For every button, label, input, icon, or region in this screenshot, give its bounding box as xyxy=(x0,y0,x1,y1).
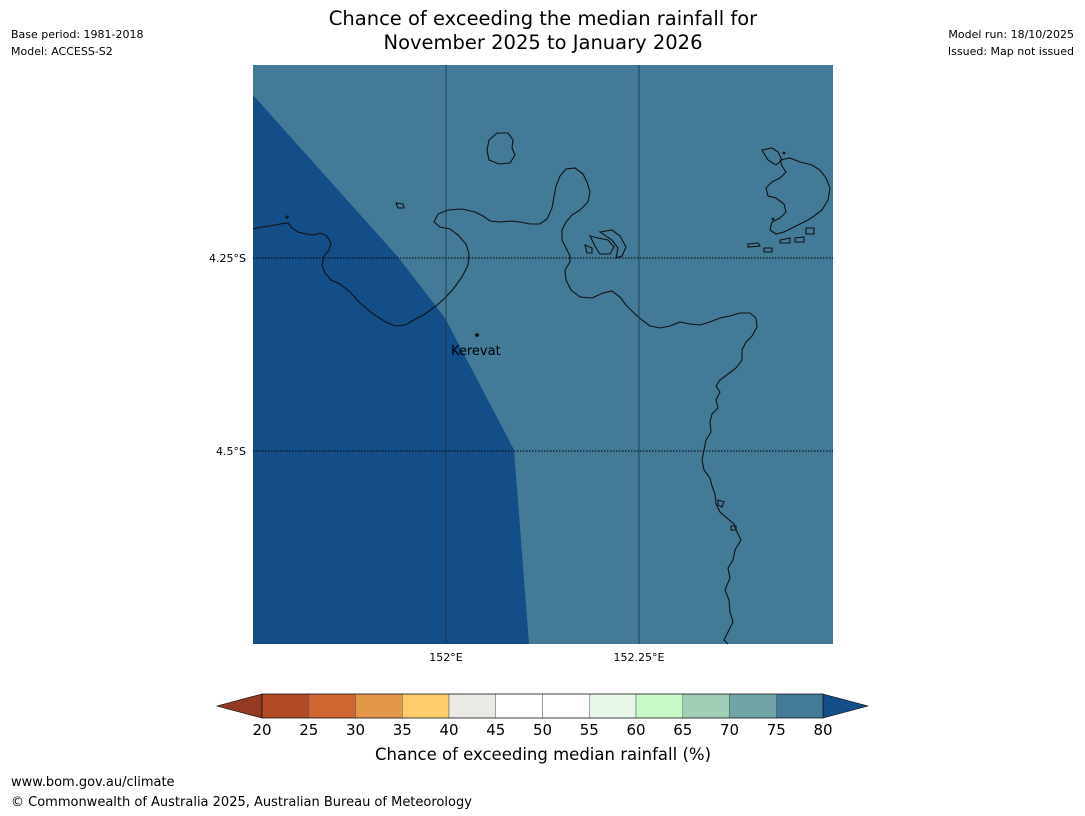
probability-band-above-80 xyxy=(253,95,529,644)
colorbar-tick-label: 65 xyxy=(673,721,692,739)
colorbar-label: Chance of exceeding median rainfall (%) xyxy=(374,745,712,764)
model-text: Model: ACCESS-S2 xyxy=(11,45,113,58)
lat-label-4-25: 4.25°S xyxy=(209,252,246,265)
meta-info-right: Model run: 18/10/2025 Issued: Map not is… xyxy=(948,26,1074,60)
colorbar-tick-label: 55 xyxy=(580,721,599,739)
base-period-text: Base period: 1981-2018 xyxy=(11,28,144,41)
coastline xyxy=(252,132,831,645)
colorbar-under-arrow xyxy=(215,693,263,719)
colorbar-tick-label: 20 xyxy=(252,721,271,739)
colorbar-segment xyxy=(308,693,356,719)
colorbar-segment xyxy=(682,693,730,719)
colorbar-tick-label: 30 xyxy=(346,721,365,739)
colorbar-over-arrow xyxy=(822,693,870,719)
colorbar-tick-label: 25 xyxy=(299,721,318,739)
colorbar-segment xyxy=(448,693,496,719)
colorbar-segment xyxy=(402,693,450,719)
colorbar-tick-label: 40 xyxy=(439,721,458,739)
place-marker xyxy=(475,333,479,337)
issued-text: Issued: Map not issued xyxy=(947,45,1074,58)
colorbar-segment xyxy=(776,693,824,719)
colorbar-tick-label: 80 xyxy=(813,721,832,739)
colorbar-segment xyxy=(355,693,403,719)
colorbar-frame xyxy=(261,693,824,719)
colorbar-tick-label: 35 xyxy=(393,721,412,739)
colorbar-segment xyxy=(261,693,309,719)
colorbar-segment xyxy=(495,693,543,719)
colorbar-tick-label: 70 xyxy=(720,721,739,739)
graticule xyxy=(253,65,833,644)
colorbar-segment xyxy=(729,693,777,719)
footer-url[interactable]: www.bom.gov.au/climate xyxy=(11,775,175,790)
lat-label-4-5: 4.5°S xyxy=(216,445,246,458)
colorbar-tick-label: 75 xyxy=(767,721,786,739)
meta-info-left: Base period: 1981-2018 Model: ACCESS-S2 xyxy=(11,26,143,60)
title-line-2: November 2025 to January 2026 xyxy=(383,31,703,54)
model-run-text: Model run: 18/10/2025 xyxy=(948,28,1074,41)
footer-copyright: © Commonwealth of Australia 2025, Austra… xyxy=(11,795,472,810)
colorbar: 20 25 30 35 40 45 50 55 60 65 70 75 80 xyxy=(215,693,870,739)
place-label: Kerevat xyxy=(451,344,501,359)
lon-label-152: 152°E xyxy=(429,651,462,664)
map-title: Chance of exceeding the median rainfall … xyxy=(243,7,843,55)
colorbar-tick-label: 60 xyxy=(626,721,645,739)
title-line-1: Chance of exceeding the median rainfall … xyxy=(328,7,758,30)
colorbar-segment xyxy=(542,693,590,719)
colorbar-tick-label: 50 xyxy=(533,721,552,739)
lon-label-152-25: 152.25°E xyxy=(614,651,665,664)
colorbar-segment xyxy=(589,693,637,719)
colorbar-tick-label: 45 xyxy=(486,721,505,739)
colorbar-segment xyxy=(635,693,683,719)
